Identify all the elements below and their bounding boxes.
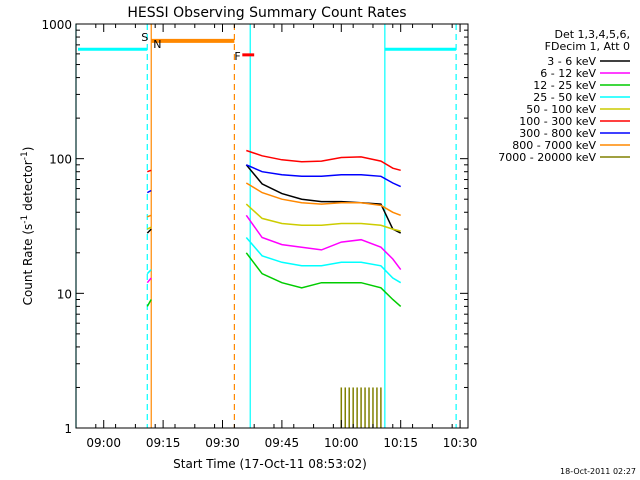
- legend-label: 25 - 50 keV: [533, 91, 596, 104]
- legend-label: 6 - 12 keV: [540, 67, 596, 80]
- legend-label: 100 - 300 keV: [519, 115, 596, 128]
- plot-frame: [75, 23, 469, 429]
- y-axis: 1 10 100 1000: [41, 18, 468, 436]
- legend-label: 3 - 6 keV: [547, 55, 596, 68]
- y-axis-label: Count Rate (s-1 detector-1): [20, 147, 35, 306]
- flag-f: F: [234, 50, 240, 63]
- flag-n: N: [153, 38, 161, 51]
- series-800-7000-kev: [147, 182, 401, 218]
- chart-title: HESSI Observing Summary Count Rates: [127, 5, 406, 21]
- series-100-300-kev: [147, 149, 401, 173]
- legend: Det 1,3,4,5,6,FDecim 1, Att 0 3 - 6 keV6 …: [498, 28, 630, 164]
- legend-label: 12 - 25 keV: [533, 79, 596, 92]
- series-6-12-kev: [146, 214, 402, 284]
- series-7000-20000-kev: [340, 387, 382, 428]
- y-axis-label-sup1: -1: [20, 215, 30, 224]
- series-line-12-25-kev: [245, 252, 402, 307]
- x-axis-label: Start Time (17-Oct-11 08:53:02): [173, 457, 367, 471]
- series-3-6-kev: [146, 164, 402, 234]
- x-tick-label: 09:15: [146, 436, 181, 450]
- series-line-3-6-kev: [245, 164, 402, 234]
- legend-header: Det 1,3,4,5,6,: [554, 28, 630, 41]
- x-tick-label: 09:45: [265, 436, 300, 450]
- x-tick-label: 09:30: [205, 436, 240, 450]
- y-tick-label: 10: [57, 287, 72, 301]
- series-line-800-7000-kev: [147, 214, 152, 218]
- series-line-300-800-kev: [146, 189, 152, 194]
- series-line-100-300-kev: [147, 169, 152, 173]
- legend-label: 7000 - 20000 keV: [498, 151, 596, 164]
- x-tick-label: 10:00: [324, 436, 359, 450]
- legend-label: 800 - 7000 keV: [512, 139, 596, 152]
- series-line-300-800-kev: [245, 164, 402, 188]
- legend-label: 50 - 100 keV: [526, 103, 596, 116]
- y-axis-label-mid: detector: [21, 160, 35, 215]
- y-tick-label: 100: [49, 153, 72, 167]
- series-line-6-12-kev: [245, 214, 402, 271]
- y-axis-label-suffix: ): [21, 147, 35, 152]
- series-300-800-kev: [146, 164, 402, 194]
- series-25-50-kev: [146, 237, 402, 284]
- plot-series: [146, 149, 402, 428]
- series-line-50-100-kev: [146, 226, 152, 230]
- x-tick-label: 09:00: [86, 436, 121, 450]
- legend-label: 300 - 800 keV: [519, 127, 596, 140]
- series-50-100-kev: [146, 203, 401, 232]
- timestamp: 18-Oct-2011 02:27: [560, 467, 636, 476]
- series-line-100-300-kev: [246, 149, 401, 172]
- series-line-50-100-kev: [245, 203, 401, 232]
- y-axis-label-prefix: Count Rate (s: [21, 224, 35, 306]
- series-line-800-7000-kev: [245, 182, 401, 217]
- y-axis-label-sup2: -1: [20, 151, 30, 160]
- legend-header: FDecim 1, Att 0: [545, 40, 630, 53]
- x-tick-label: 10:15: [383, 436, 418, 450]
- series-line-3-6-kev: [146, 228, 152, 234]
- x-axis: 09:00 09:15 09:30 09:45 10:00 10:15 10:30: [75, 24, 478, 450]
- x-tick-label: 10:30: [443, 436, 478, 450]
- flag-s: S: [141, 31, 148, 44]
- series-12-25-kev: [146, 252, 402, 307]
- series-line-12-25-kev: [146, 299, 152, 307]
- y-tick-label: 1000: [41, 18, 72, 32]
- series-line-6-12-kev: [146, 277, 152, 284]
- series-line-25-50-kev: [146, 269, 152, 275]
- series-line-25-50-kev: [245, 237, 402, 284]
- y-tick-label: 1: [64, 422, 72, 436]
